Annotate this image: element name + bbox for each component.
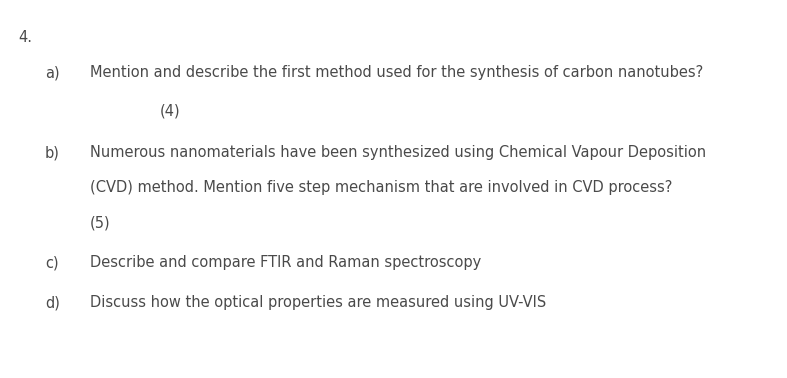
Text: b): b) [45,145,60,160]
Text: (CVD) method. Mention five step mechanism that are involved in CVD process?: (CVD) method. Mention five step mechanis… [90,180,672,195]
Text: Numerous nanomaterials have been synthesized using Chemical Vapour Deposition: Numerous nanomaterials have been synthes… [90,145,706,160]
Text: d): d) [45,295,60,310]
Text: Discuss how the optical properties are measured using UV-VIS: Discuss how the optical properties are m… [90,295,546,310]
Text: 4.: 4. [18,30,32,45]
Text: (5): (5) [90,215,111,230]
Text: c): c) [45,255,58,270]
Text: Mention and describe the first method used for the synthesis of carbon nanotubes: Mention and describe the first method us… [90,65,704,80]
Text: Describe and compare FTIR and Raman spectroscopy: Describe and compare FTIR and Raman spec… [90,255,481,270]
Text: a): a) [45,65,60,80]
Text: (4): (4) [160,103,181,118]
